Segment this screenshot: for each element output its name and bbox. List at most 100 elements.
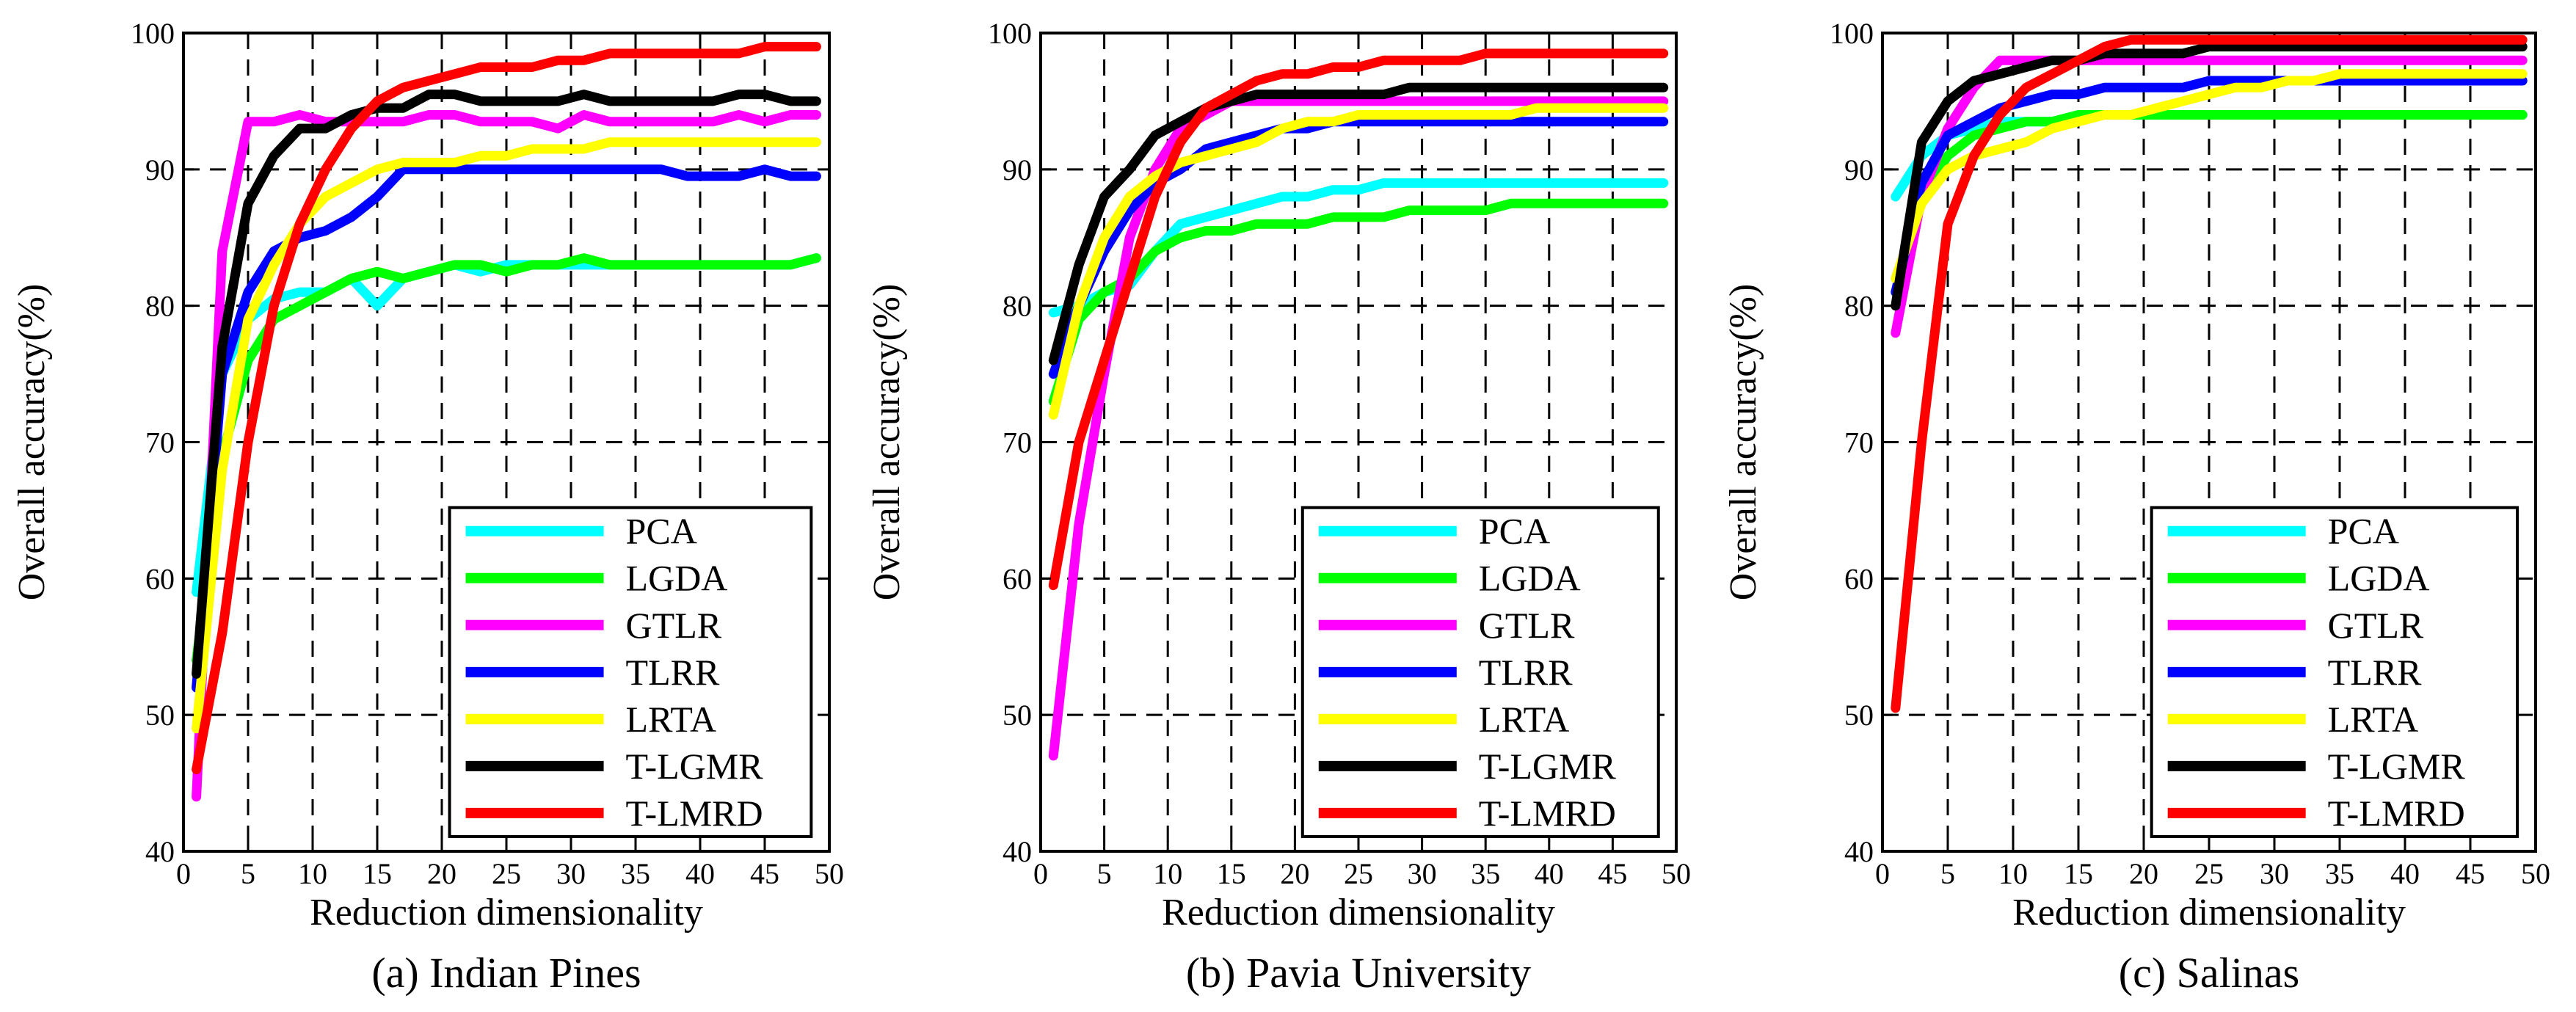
panel-caption: (a) Indian Pines <box>371 949 641 997</box>
x-tick-label: 10 <box>1153 857 1182 890</box>
legend-label-gtlr: GTLR <box>1479 605 1575 646</box>
legend-label-lrta: LRTA <box>1479 699 1570 740</box>
y-tick-label: 40 <box>1844 835 1874 868</box>
x-tick-label: 50 <box>815 857 844 890</box>
series-line-t-lgmr <box>1048 82 1669 365</box>
y-tick-label: 100 <box>1830 17 1874 50</box>
y-tick-label: 80 <box>145 290 175 323</box>
x-tick-label: 40 <box>1535 857 1564 890</box>
legend-label-gtlr: GTLR <box>2328 605 2424 646</box>
x-tick-label: 10 <box>1998 857 2028 890</box>
x-tick-label: 45 <box>750 857 779 890</box>
y-tick-label: 90 <box>1003 153 1032 186</box>
series-line-t-lmrd <box>1048 48 1669 591</box>
legend-label-lrta: LRTA <box>2328 699 2419 740</box>
x-tick-label: 25 <box>1344 857 1373 890</box>
x-tick-label: 0 <box>1875 857 1890 890</box>
x-axis-label: Reduction dimensionality <box>1162 892 1555 933</box>
x-tick-label: 20 <box>1280 857 1309 890</box>
x-tick-label: 35 <box>1471 857 1500 890</box>
x-tick-label: 20 <box>427 857 456 890</box>
x-tick-label: 10 <box>298 857 327 890</box>
legend-label-tlrr: TLRR <box>626 652 720 693</box>
legend-label-t-lgmr: T-LGMR <box>2328 746 2466 787</box>
x-tick-label: 25 <box>492 857 521 890</box>
x-tick-label: 15 <box>1217 857 1246 890</box>
series-line-lgda <box>1048 198 1669 407</box>
legend-label-t-lgmr: T-LGMR <box>626 746 764 787</box>
legend: PCA LGDA GTLR TLRR LRTA T-LGMR T-LMRD <box>1300 506 1660 838</box>
series-line-t-lgmr <box>192 90 821 679</box>
legend-label-pca: PCA <box>2328 511 2399 552</box>
x-tick-label: 25 <box>2194 857 2224 890</box>
x-tick-label: 50 <box>1662 857 1691 890</box>
x-tick-label: 20 <box>2129 857 2158 890</box>
series-line-gtlr <box>1048 96 1669 761</box>
series-line-gtlr <box>192 110 821 802</box>
series-line-lgda <box>192 253 821 666</box>
legend-label-gtlr: GTLR <box>626 605 722 646</box>
y-axis-label: Overall accuracy(%) <box>1722 284 1764 601</box>
legend-label-t-lmrd: T-LMRD <box>626 793 763 834</box>
panel-caption: (b) Pavia University <box>1186 949 1531 997</box>
chart-panel-indian-pines: 0 5 10 15 20 25 30 35 40 45 50 40 50 60 70 80 90 100 Reduc… <box>11 17 844 997</box>
x-tick-label: 15 <box>363 857 392 890</box>
y-tick-label: 60 <box>1844 562 1874 595</box>
legend-label-pca: PCA <box>626 511 697 552</box>
x-tick-label: 35 <box>621 857 650 890</box>
legend-label-lgda: LGDA <box>626 558 728 599</box>
x-tick-label: 40 <box>2390 857 2420 890</box>
y-tick-label: 80 <box>1844 290 1874 323</box>
y-tick-label: 70 <box>1003 426 1032 459</box>
y-axis-label: Overall accuracy(%) <box>866 284 908 601</box>
y-tick-label: 100 <box>131 17 175 50</box>
series-line-lgda <box>1891 110 2528 297</box>
y-tick-label: 50 <box>145 699 175 732</box>
series-line-t-lmrd <box>192 42 821 774</box>
y-tick-label: 60 <box>145 562 175 595</box>
legend-label-t-lmrd: T-LMRD <box>2328 793 2465 834</box>
y-tick-label: 100 <box>988 17 1032 50</box>
x-tick-label: 40 <box>685 857 715 890</box>
x-tick-label: 5 <box>1097 857 1112 890</box>
y-tick-label: 70 <box>1844 426 1874 459</box>
x-tick-label: 30 <box>2260 857 2289 890</box>
y-tick-label: 80 <box>1003 290 1032 323</box>
x-axis-label: Reduction dimensionality <box>2012 892 2406 933</box>
x-tick-label: 45 <box>1598 857 1627 890</box>
x-tick-label: 30 <box>556 857 586 890</box>
legend-label-pca: PCA <box>1479 511 1550 552</box>
x-tick-label: 15 <box>2064 857 2093 890</box>
y-tick-label: 40 <box>145 835 175 868</box>
x-axis-label: Reduction dimensionality <box>310 892 703 933</box>
x-tick-label: 5 <box>1940 857 1955 890</box>
y-axis-label: Overall accuracy(%) <box>11 284 53 601</box>
x-tick-label: 0 <box>1033 857 1048 890</box>
legend-label-t-lgmr: T-LGMR <box>1479 746 1617 787</box>
legend: PCA LGDA GTLR TLRR LRTA T-LGMR T-LMRD <box>2150 506 2519 838</box>
legend-label-t-lmrd: T-LMRD <box>1479 793 1616 834</box>
y-tick-label: 90 <box>1844 153 1874 186</box>
y-tick-label: 70 <box>145 426 175 459</box>
x-tick-label: 0 <box>176 857 191 890</box>
legend-label-lgda: LGDA <box>2328 558 2430 599</box>
series-line-lrta <box>1048 103 1669 420</box>
y-tick-label: 60 <box>1003 562 1032 595</box>
x-tick-label: 45 <box>2456 857 2485 890</box>
series-line-gtlr <box>1891 55 2528 338</box>
x-tick-label: 50 <box>2521 857 2550 890</box>
x-tick-label: 30 <box>1408 857 1437 890</box>
legend-label-tlrr: TLRR <box>1479 652 1573 693</box>
chart-panel-salinas: 0 5 10 15 20 25 30 35 40 45 50 40 50 60 70 80 90 100 Reduc… <box>1722 17 2550 997</box>
x-tick-label: 5 <box>241 857 255 890</box>
series-line-t-lgmr <box>1891 42 2528 311</box>
y-tick-label: 90 <box>145 153 175 186</box>
series-line-lrta <box>1891 69 2528 283</box>
panel-caption: (c) Salinas <box>2119 949 2299 997</box>
legend-label-lrta: LRTA <box>626 699 717 740</box>
series-line-tlrr <box>1048 117 1669 379</box>
y-tick-label: 50 <box>1003 699 1032 732</box>
series-line-t-lmrd <box>1891 34 2528 713</box>
y-tick-label: 50 <box>1844 699 1874 732</box>
